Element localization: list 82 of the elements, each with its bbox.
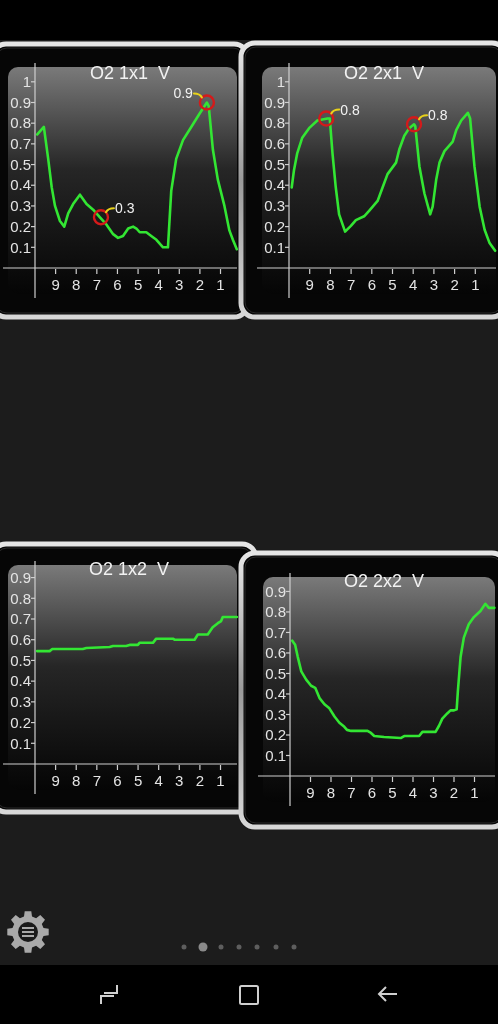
y-tick-label: 0.3 (10, 197, 31, 215)
x-tick-label: 1 (216, 276, 225, 293)
y-tick-label: 0.7 (10, 610, 31, 628)
y-tick-label: 0.8 (10, 114, 31, 132)
line-series (290, 602, 496, 740)
y-tick-label: 0.5 (265, 664, 286, 682)
x-tick-label: 2 (195, 772, 205, 789)
annotation: 0.8 (428, 107, 448, 124)
x-tick-label: 2 (195, 276, 205, 293)
x-tick-label: 4 (154, 772, 163, 789)
x-tick-label: 2 (450, 276, 459, 293)
y-tick-label: 0.3 (265, 705, 286, 723)
x-tick-label: 8 (326, 276, 335, 293)
x-tick-label: 7 (346, 276, 356, 293)
y-tick-label: 0.2 (265, 726, 286, 744)
chart-title: O2 2x1 V (343, 63, 425, 83)
y-tick-label: 0.1 (264, 238, 285, 256)
x-tick-label: 4 (408, 784, 418, 801)
y-tick-label: 0.6 (10, 630, 31, 648)
x-tick-label: 8 (72, 276, 81, 293)
x-tick-label: 5 (388, 276, 397, 293)
y-tick-label: 0.2 (264, 217, 285, 235)
y-tick-label: 0.8 (264, 114, 285, 132)
y-tick-label: 0.6 (265, 644, 286, 662)
y-tick-label: 0.9 (265, 582, 286, 600)
y-tick-label: 0.5 (264, 155, 285, 173)
annotation: 0.3 (114, 200, 135, 217)
y-tick-label: 1 (22, 73, 31, 91)
x-tick-label: 3 (175, 772, 184, 789)
line-series (35, 615, 239, 653)
x-tick-label: 6 (367, 276, 376, 293)
x-tick-label: 3 (429, 276, 439, 293)
x-tick-label: 1 (470, 784, 479, 801)
x-tick-label: 7 (347, 784, 356, 801)
x-tick-label: 5 (388, 784, 397, 801)
x-tick-label: 6 (113, 276, 122, 293)
y-tick-label: 0.3 (10, 693, 31, 711)
x-tick-label: 9 (305, 276, 314, 293)
x-tick-label: 8 (326, 784, 336, 801)
x-tick-label: 9 (51, 772, 60, 789)
x-tick-label: 9 (306, 784, 315, 801)
chart-title: O2 1x2 V (88, 559, 170, 579)
x-tick-label: 1 (471, 276, 480, 293)
y-tick-label: 0.2 (10, 217, 31, 235)
y-tick-label: 0.1 (10, 238, 31, 256)
y-tick-label: 0.4 (10, 672, 31, 690)
x-tick-label: 7 (92, 276, 102, 293)
x-tick-label: 6 (113, 772, 122, 789)
x-tick-label: 6 (367, 784, 377, 801)
x-tick-label: 2 (449, 784, 459, 801)
x-tick-label: 4 (154, 276, 163, 293)
x-tick-label: 9 (51, 276, 60, 293)
y-tick-label: 0.9 (10, 93, 31, 111)
x-tick-label: 4 (409, 276, 418, 293)
y-tick-label: 0.6 (264, 135, 285, 153)
y-tick-label: 0.4 (10, 176, 31, 194)
y-tick-label: 0.3 (264, 197, 285, 215)
y-tick-label: 0.2 (10, 713, 31, 731)
y-tick-label: 0.8 (265, 603, 286, 621)
y-tick-label: 0.1 (10, 734, 31, 752)
y-tick-label: 0.1 (265, 746, 286, 764)
x-tick-label: 8 (72, 772, 81, 789)
y-tick-label: 0.9 (10, 568, 31, 586)
y-tick-label: 1 (276, 73, 285, 91)
annotation: 0.8 (340, 101, 360, 118)
y-tick-label: 0.5 (10, 651, 31, 669)
x-tick-label: 1 (216, 772, 225, 789)
y-tick-label: 0.4 (264, 176, 285, 194)
x-tick-label: 7 (92, 772, 102, 789)
x-tick-label: 3 (175, 276, 184, 293)
x-tick-label: 5 (133, 276, 143, 293)
y-tick-label: 0.5 (10, 155, 31, 173)
y-tick-label: 0.7 (10, 135, 31, 153)
annotation: 0.9 (173, 85, 194, 102)
y-tick-label: 0.8 (10, 589, 31, 607)
y-tick-label: 0.4 (265, 685, 286, 703)
chart-title: O2 1x1 V (89, 63, 171, 83)
chart-title: O2 2x2 V (343, 571, 425, 591)
y-tick-label: 0.7 (265, 623, 286, 641)
x-tick-label: 3 (429, 784, 438, 801)
y-tick-label: 0.9 (264, 93, 285, 111)
x-tick-label: 5 (133, 772, 143, 789)
